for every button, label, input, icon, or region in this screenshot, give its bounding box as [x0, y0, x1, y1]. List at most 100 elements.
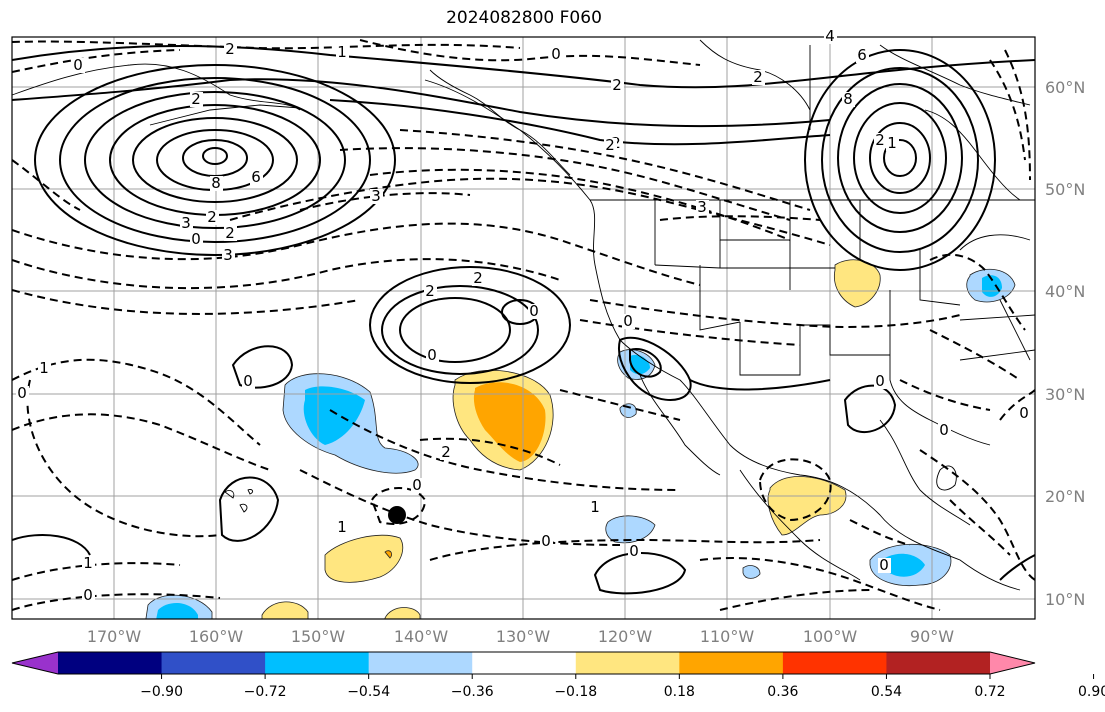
- colorbar-tick-label: 0.72: [974, 684, 1005, 700]
- contour-label-bg: [426, 348, 439, 363]
- contour-label: 0: [623, 312, 633, 330]
- contour-label: 0: [875, 372, 885, 390]
- contour-label: 2: [605, 136, 615, 154]
- latitude-labels: 60°N 50°N 40°N 30°N 20°N 10°N: [1045, 78, 1085, 609]
- colorbar-tick-label: −0.18: [554, 684, 597, 700]
- contour-label: 2: [207, 208, 217, 226]
- contour-label: 8: [211, 174, 221, 192]
- lon-label: 150°W: [291, 627, 346, 646]
- colorbar-tick-label: 0.18: [664, 684, 695, 700]
- contour-label: 0: [83, 586, 93, 604]
- contour-label: 0: [551, 45, 561, 63]
- contour-label: 0: [243, 372, 253, 390]
- lon-label: 130°W: [496, 627, 551, 646]
- shade-blue-ne: [982, 275, 1002, 297]
- lat-label: 50°N: [1045, 180, 1085, 199]
- contour-label-bg: [180, 216, 193, 231]
- contour-label-bg: [336, 45, 349, 60]
- contour-label-bg: [472, 271, 485, 286]
- contour-label: 0: [17, 384, 27, 402]
- colorbar-segment: [265, 652, 370, 674]
- lon-label: 120°W: [598, 627, 653, 646]
- contour-label: 4: [825, 27, 835, 45]
- colorbar-extend-min: [12, 652, 58, 674]
- contour-label-bg: [604, 138, 617, 153]
- contour-labels: 0210223422863202336821222000010201011000…: [16, 27, 1031, 604]
- contour-label-bg: [370, 189, 383, 204]
- contour-label-bg: [336, 520, 349, 535]
- shade-orange-dot: [384, 550, 393, 559]
- contour-label-bg: [622, 314, 635, 329]
- contour-label: 2: [225, 40, 235, 58]
- contour-label-bg: [242, 374, 255, 389]
- contour-label-bg: [938, 423, 951, 438]
- contour-label-bg: [528, 304, 541, 319]
- colorbar-tick-label: −0.72: [244, 684, 287, 700]
- contour-label: 0: [1019, 404, 1029, 422]
- contour-label-bg: [696, 200, 709, 215]
- lon-label: 140°W: [394, 627, 449, 646]
- contour-label: 2: [473, 269, 483, 287]
- contours-negative: [12, 39, 1035, 611]
- contour-label-bg: [550, 47, 563, 62]
- shade-yellow-sw: [261, 601, 309, 619]
- lat-label: 60°N: [1045, 78, 1085, 97]
- contour-label: 0: [191, 230, 201, 248]
- colorbar-ticks: −0.90 −0.72 −0.54 −0.36 −0.18 0.18 0.36 0.54 0.7…: [140, 674, 1105, 700]
- shade-blue-cam: [885, 553, 925, 577]
- lon-label: 100°W: [803, 627, 858, 646]
- graticule: [12, 37, 1035, 619]
- contour-label: 3: [371, 187, 381, 205]
- shade-small-blue: [619, 403, 637, 418]
- contour-label: 1: [887, 134, 897, 152]
- contour-label-bg: [224, 42, 237, 57]
- contour-label-bg: [190, 92, 203, 107]
- contour-label: 0: [412, 476, 422, 494]
- contour-label-bg: [82, 556, 95, 571]
- contour-label: 0: [629, 542, 639, 560]
- colorbar-segment: [886, 652, 991, 674]
- contour-label-bg: [824, 29, 837, 44]
- colorbar-tick-label: 0.36: [767, 684, 798, 700]
- contour-label-bg: [210, 176, 223, 191]
- shade-tiny-blue: [742, 565, 761, 579]
- colorbar-segment: [472, 652, 577, 674]
- contour-label: 1: [337, 518, 347, 536]
- contour-label: 1: [39, 359, 49, 377]
- contour-label: 2: [225, 224, 235, 242]
- lon-label: 110°W: [700, 627, 755, 646]
- lon-label: 160°W: [189, 627, 244, 646]
- contour-label-bg: [842, 92, 855, 107]
- map-title: 2024082800 F060: [446, 8, 602, 28]
- contour-label-bg: [82, 588, 95, 603]
- contour-label-bg: [856, 48, 869, 63]
- lat-label: 10°N: [1045, 590, 1085, 609]
- contour-label-bg: [628, 544, 641, 559]
- colorbar-segment: [575, 652, 680, 674]
- colorbar-tick-label: 0.54: [871, 684, 902, 700]
- contour-label: 2: [612, 76, 622, 94]
- shade-yellow-sw2: [384, 607, 421, 619]
- contour-label-bg: [250, 170, 263, 185]
- contour-label: 0: [939, 421, 949, 439]
- lat-label: 20°N: [1045, 487, 1085, 506]
- contour-label: 3: [181, 214, 191, 232]
- contour-label-bg: [411, 478, 424, 493]
- contour-label-bg: [190, 232, 203, 247]
- contours-positive: [12, 44, 1035, 595]
- colorbar-extend-max: [990, 652, 1035, 674]
- colorbar-segment: [368, 652, 473, 674]
- contour-label-bg: [874, 133, 887, 148]
- lon-label: 90°W: [910, 627, 954, 646]
- contour-label-bg: [224, 226, 237, 241]
- colorbar-segment: [679, 652, 784, 674]
- contour-label: 0: [529, 302, 539, 320]
- contour-label: 2: [441, 443, 451, 461]
- contour-label-bg: [886, 136, 899, 151]
- contour-label-bg: [424, 284, 437, 299]
- contour-label: 2: [753, 68, 763, 86]
- contour-label: 3: [697, 198, 707, 216]
- contour-label-bg: [440, 445, 453, 460]
- contour-label: 8: [843, 90, 853, 108]
